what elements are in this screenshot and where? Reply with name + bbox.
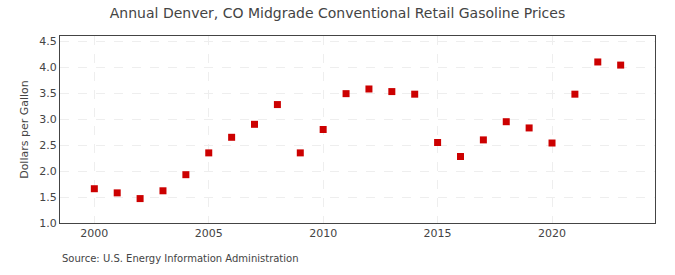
svg-text:1.0: 1.0 [39, 217, 57, 230]
svg-text:3.0: 3.0 [39, 113, 57, 126]
svg-text:4.5: 4.5 [39, 35, 57, 48]
svg-text:2.5: 2.5 [39, 139, 57, 152]
svg-text:2000: 2000 [80, 227, 108, 240]
svg-text:2020: 2020 [538, 227, 566, 240]
svg-text:2.0: 2.0 [39, 165, 57, 178]
svg-text:4.0: 4.0 [39, 61, 57, 74]
svg-text:2010: 2010 [309, 227, 337, 240]
svg-text:Source: U.S. Energy Informatio: Source: U.S. Energy Information Administ… [62, 253, 299, 264]
svg-text:3.5: 3.5 [39, 87, 57, 100]
svg-text:1.5: 1.5 [39, 191, 57, 204]
svg-text:Dollars per Gallon: Dollars per Gallon [18, 80, 31, 179]
svg-text:2005: 2005 [195, 227, 223, 240]
svg-text:Annual Denver, CO Midgrade Con: Annual Denver, CO Midgrade Conventional … [110, 5, 565, 21]
svg-text:2015: 2015 [424, 227, 452, 240]
